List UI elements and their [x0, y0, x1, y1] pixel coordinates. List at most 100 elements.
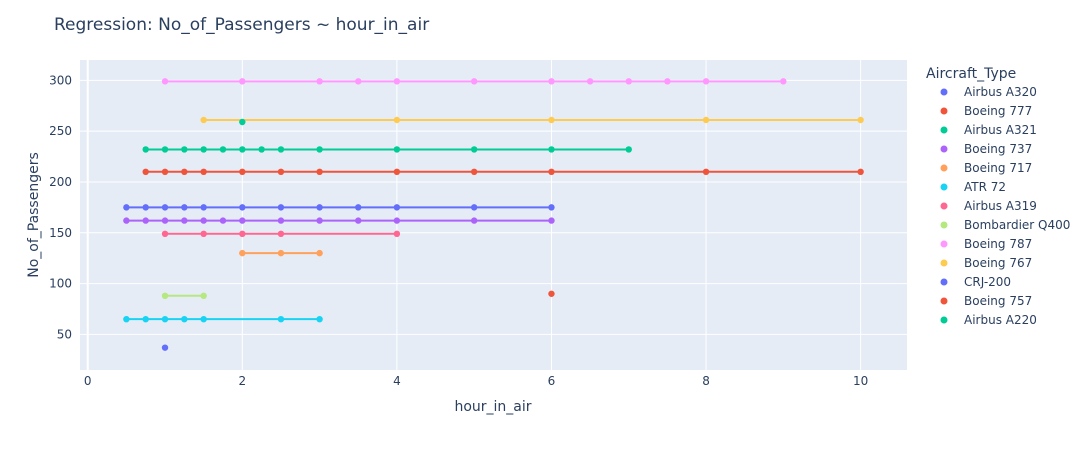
data-point-boeing-737 — [142, 217, 149, 224]
chart-title: Regression: No_of_Passengers ~ hour_in_a… — [54, 15, 429, 35]
legend-item-airbus-a220[interactable]: Airbus A220 — [940, 313, 1037, 327]
legend: Aircraft_Type Airbus A320 Boeing 777 Airbu… — [926, 66, 1070, 327]
data-point-airbus-a321 — [548, 146, 555, 153]
legend-marker — [940, 221, 948, 229]
data-point-airbus-a321 — [200, 146, 207, 153]
data-point-boeing-787 — [161, 78, 169, 85]
legend-label: Boeing 717 — [964, 161, 1032, 175]
data-point-boeing-787 — [239, 78, 246, 85]
data-point-boeing-777 — [181, 168, 188, 176]
legend-item-boeing-717[interactable]: Boeing 717 — [940, 161, 1033, 175]
legend-marker — [940, 240, 948, 248]
legend-item-bombardier-q400[interactable]: Bombardier Q400 — [940, 218, 1071, 232]
series-layer — [123, 78, 864, 351]
data-point-boeing-777 — [548, 168, 555, 176]
legend-marker — [940, 183, 948, 191]
data-point-boeing-737 — [355, 217, 362, 224]
legend-item-boeing-777[interactable]: Boeing 777 — [940, 104, 1033, 118]
data-point-airbus-a321 — [142, 146, 149, 153]
data-point-airbus-a320 — [393, 204, 401, 211]
y-axis-title: No_of_Passengers — [26, 152, 42, 278]
data-point-atr-72 — [161, 315, 169, 323]
data-point-boeing-777 — [857, 168, 864, 176]
legend-item-airbus-a319[interactable]: Airbus A319 — [940, 199, 1037, 213]
legend-label: Boeing 737 — [964, 142, 1032, 156]
data-point-boeing-737 — [200, 217, 207, 224]
data-point-boeing-777 — [142, 168, 149, 176]
x-tick-label: 0 — [84, 374, 92, 388]
data-point-boeing-737 — [161, 217, 169, 224]
legend-marker — [940, 297, 948, 305]
data-point-airbus-a320 — [355, 204, 362, 211]
series-airbus-a319 — [161, 230, 401, 238]
data-point-boeing-787 — [664, 78, 671, 85]
data-point-airbus-a321 — [239, 146, 246, 153]
data-point-airbus-a321 — [219, 146, 227, 153]
data-point-atr-72 — [200, 315, 207, 323]
data-point-airbus-a321 — [258, 146, 265, 153]
data-point-boeing-737 — [548, 217, 555, 224]
series-boeing-717 — [239, 249, 323, 257]
x-tick-label: 10 — [853, 374, 868, 388]
data-point-airbus-a319 — [200, 230, 207, 238]
data-point-airbus-a320 — [316, 204, 323, 211]
data-point-boeing-737 — [123, 217, 130, 224]
data-point-airbus-a320 — [181, 204, 188, 211]
data-point-atr-72 — [181, 315, 188, 323]
y-tick-label: 300 — [49, 73, 72, 87]
legend-label: Airbus A320 — [964, 85, 1037, 99]
data-point-boeing-787 — [470, 78, 478, 85]
y-tick-label: 150 — [49, 226, 72, 240]
plot-background — [80, 60, 907, 370]
data-point-boeing-777 — [277, 168, 285, 176]
legend-marker — [940, 202, 948, 210]
series-airbus-a321 — [142, 146, 632, 153]
data-point-airbus-a321 — [277, 146, 285, 153]
data-point-boeing-767 — [702, 116, 710, 124]
legend-label: ATR 72 — [964, 180, 1006, 194]
data-point-boeing-777 — [702, 168, 710, 176]
legend-item-crj-200[interactable]: CRJ-200 — [940, 275, 1012, 289]
series-airbus-a220 — [239, 118, 246, 126]
legend-marker — [940, 126, 948, 134]
series-boeing-767 — [200, 116, 864, 124]
data-point-boeing-787 — [586, 78, 594, 85]
legend-item-atr-72[interactable]: ATR 72 — [940, 180, 1007, 194]
data-point-airbus-a321 — [161, 146, 169, 153]
legend-item-airbus-a321[interactable]: Airbus A321 — [940, 123, 1037, 137]
data-point-boeing-787 — [780, 78, 787, 85]
data-point-crj-200 — [161, 344, 169, 351]
data-point-airbus-a320 — [277, 204, 285, 211]
legend-label: Airbus A321 — [964, 123, 1037, 137]
series-boeing-777 — [142, 168, 864, 176]
data-point-boeing-787 — [316, 78, 323, 85]
legend-item-boeing-737[interactable]: Boeing 737 — [940, 142, 1033, 156]
legend-item-boeing-767[interactable]: Boeing 767 — [940, 256, 1033, 270]
legend-marker — [940, 316, 948, 324]
legend-label: Bombardier Q400 — [964, 218, 1070, 232]
y-tick-label: 250 — [49, 124, 72, 138]
legend-label: Boeing 777 — [964, 104, 1032, 118]
data-point-airbus-a320 — [200, 204, 207, 211]
data-point-boeing-777 — [161, 168, 169, 176]
data-point-airbus-a321 — [393, 146, 401, 153]
legend-item-boeing-757[interactable]: Boeing 757 — [940, 294, 1033, 308]
data-point-airbus-a321 — [625, 146, 632, 153]
data-point-boeing-757 — [548, 290, 555, 297]
y-tick-label: 100 — [49, 277, 72, 291]
data-point-airbus-a319 — [161, 230, 169, 238]
x-axis-title: hour_in_air — [454, 399, 531, 415]
legend-marker — [940, 107, 948, 115]
legend-title: Aircraft_Type — [926, 66, 1016, 82]
x-tick-label: 2 — [238, 374, 246, 388]
legend-marker — [940, 259, 948, 267]
legend-label: Airbus A319 — [964, 199, 1037, 213]
legend-label: CRJ-200 — [964, 275, 1011, 289]
legend-item-boeing-787[interactable]: Boeing 787 — [940, 237, 1033, 251]
data-point-boeing-767 — [393, 116, 401, 124]
legend-label: Airbus A220 — [964, 313, 1037, 327]
legend-item-airbus-a320[interactable]: Airbus A320 — [940, 85, 1037, 99]
data-point-boeing-787 — [625, 78, 632, 85]
y-tick-label: 200 — [49, 175, 72, 189]
